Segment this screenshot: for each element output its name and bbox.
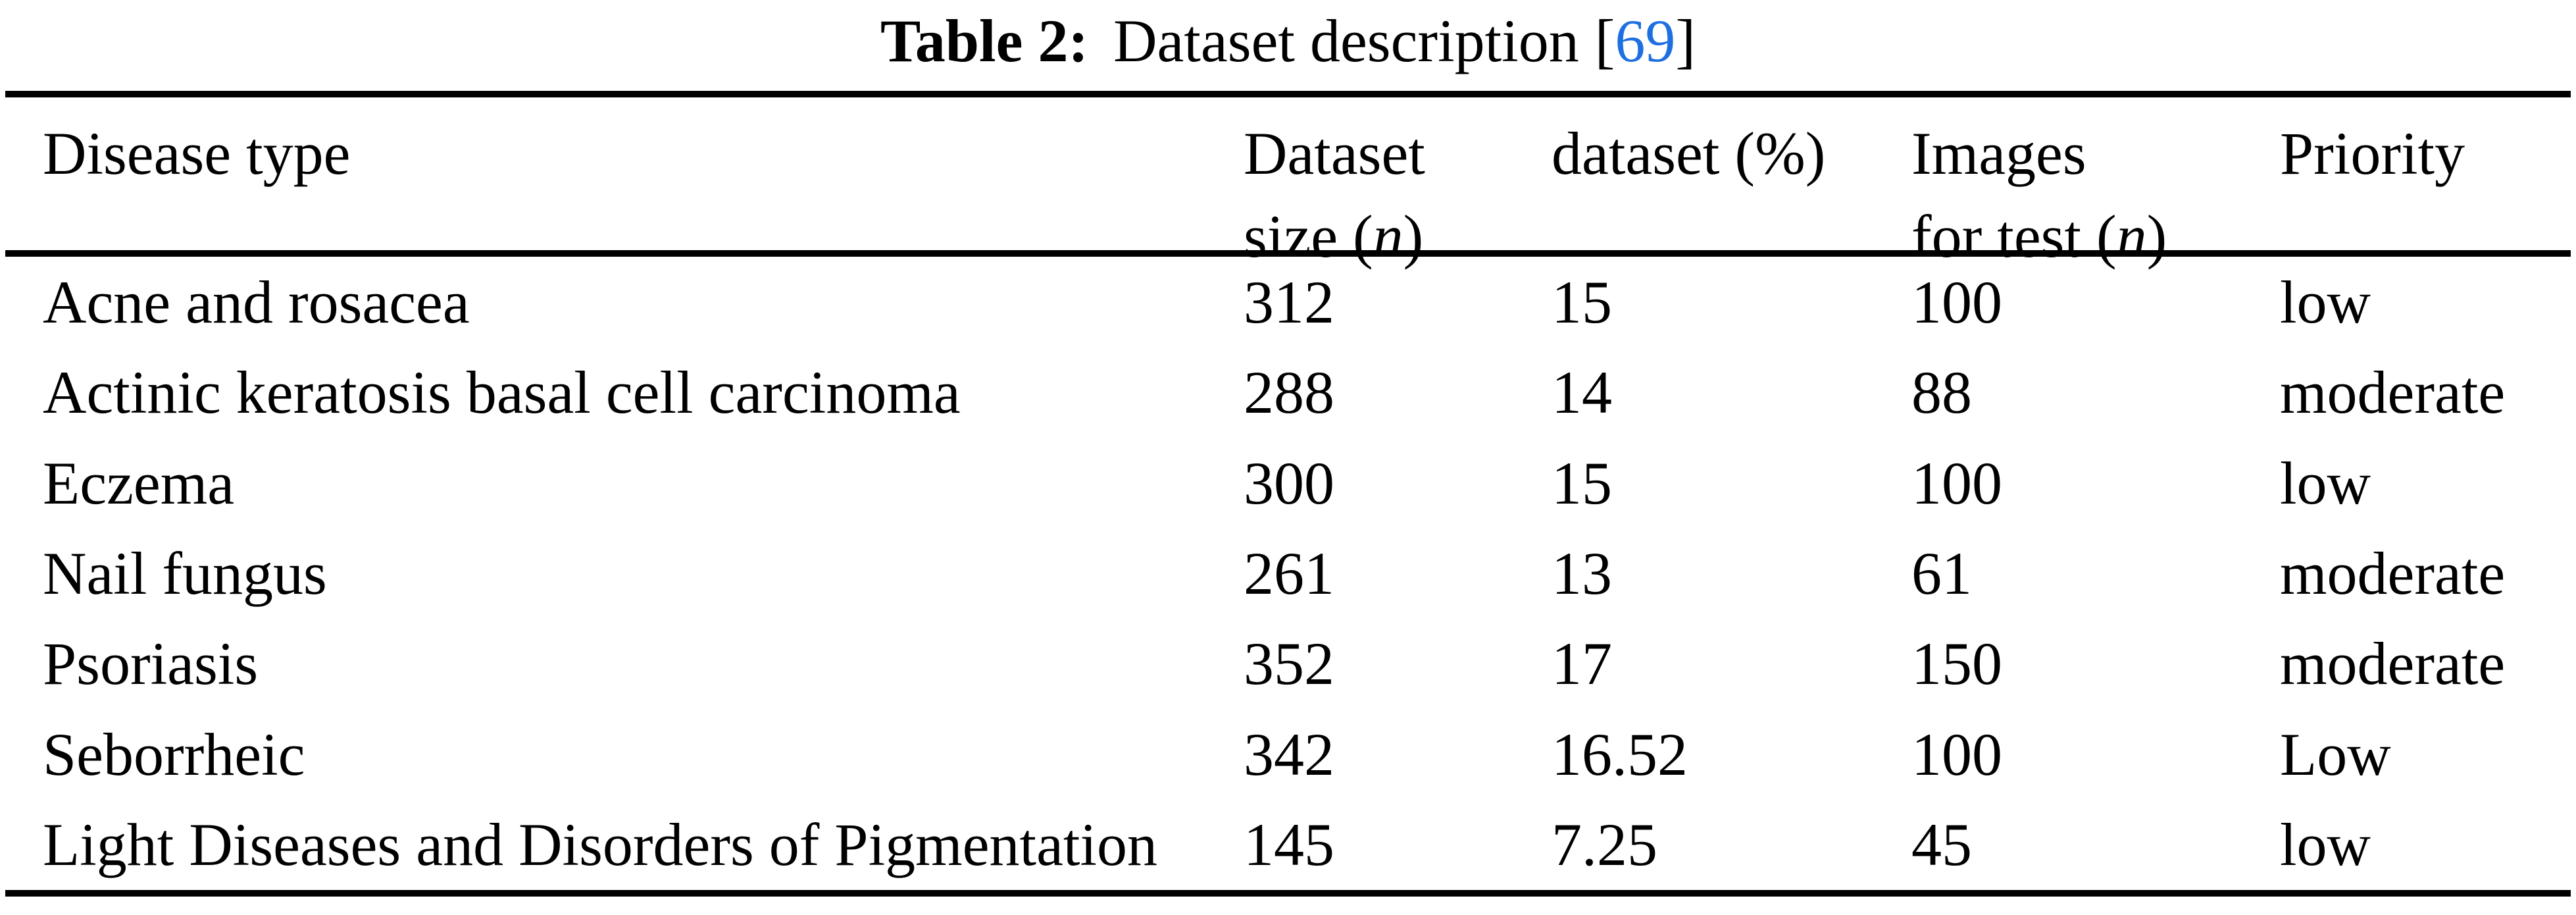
cell-dataset-percent: 17 [1552,630,1612,698]
table-row: Eczema 300 15 100 low [5,438,2571,528]
cell-dataset-size: 261 [1244,539,1334,607]
cell-disease-type: Acne and rosacea [43,268,470,336]
dataset-description-table: Disease type Dataset size (n) dataset (%)… [5,91,2571,897]
table-header-row: Disease type Dataset size (n) dataset (%)… [5,91,2571,270]
cell-dataset-size: 288 [1244,359,1334,427]
cell-images-for-test: 100 [1911,268,2002,336]
cell-dataset-percent: 15 [1552,449,1612,517]
column-header-priority: Priority [2280,120,2465,187]
column-header-disease-type: Disease type [43,120,351,187]
table-caption-label: Table 2: [880,7,1089,74]
cell-priority: low [2280,268,2371,336]
cell-dataset-size: 352 [1244,630,1334,698]
table-caption: Table 2: Dataset description [69] [0,0,2576,91]
cell-dataset-percent: 14 [1552,359,1612,427]
cell-images-for-test: 150 [1911,630,2002,698]
cell-disease-type: Actinic keratosis basal cell carcinoma [43,359,961,427]
cell-dataset-size: 145 [1244,811,1334,879]
cell-images-for-test: 45 [1911,811,1972,879]
cell-images-for-test: 100 [1911,720,2002,788]
column-header-dataset-percent: dataset (%) [1552,120,1826,187]
cell-priority: low [2280,811,2371,879]
cell-dataset-percent: 16.52 [1552,720,1688,788]
cell-priority: moderate [2280,539,2506,607]
cell-priority: low [2280,449,2371,517]
cell-images-for-test: 88 [1911,359,1972,427]
citation-bracket-open: [ [1594,7,1615,74]
cell-dataset-size: 342 [1244,720,1334,788]
cell-priority: Low [2280,720,2391,788]
citation-bracket-close: ] [1675,7,1696,74]
table-body: Acne and rosacea 312 15 100 low Actinic … [5,257,2571,897]
column-header-dataset-size: Dataset size (n) [1244,120,1425,270]
table-row: Actinic keratosis basal cell carcinoma 2… [5,347,2571,437]
cell-priority: moderate [2280,359,2506,427]
table-row: Acne and rosacea 312 15 100 low [5,257,2571,347]
table-row: Light Diseases and Disorders of Pigmenta… [5,800,2571,890]
italic-n: n [2116,203,2147,270]
table-row: Psoriasis 352 17 150 moderate [5,619,2571,709]
column-header-images-for-test: Images for test (n) [1911,120,2167,270]
cell-disease-type: Psoriasis [43,630,259,698]
table-caption-text: Dataset description [1113,7,1579,74]
cell-dataset-percent: 15 [1552,268,1612,336]
cell-dataset-percent: 7.25 [1552,811,1657,879]
cell-dataset-size: 300 [1244,449,1334,517]
cell-images-for-test: 61 [1911,539,1972,607]
cell-disease-type: Light Diseases and Disorders of Pigmenta… [43,811,1158,879]
table-row: Nail fungus 261 13 61 moderate [5,528,2571,618]
citation-link[interactable]: 69 [1615,7,1676,74]
table-row: Seborrheic 342 16.52 100 Low [5,709,2571,799]
italic-n: n [1373,203,1403,270]
cell-dataset-size: 312 [1244,268,1334,336]
cell-disease-type: Nail fungus [43,539,327,607]
cell-priority: moderate [2280,630,2506,698]
cell-disease-type: Eczema [43,449,235,517]
cell-images-for-test: 100 [1911,449,2002,517]
cell-dataset-percent: 13 [1552,539,1612,607]
cell-disease-type: Seborrheic [43,720,305,788]
